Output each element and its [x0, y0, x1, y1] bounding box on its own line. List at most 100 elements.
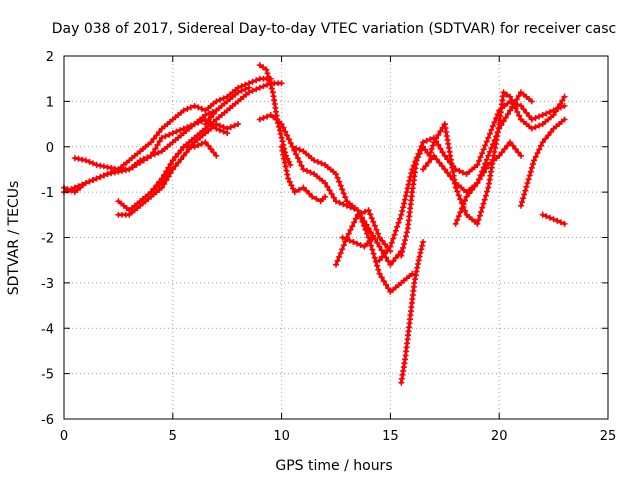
- data-point-marker: [496, 152, 503, 159]
- data-point-marker: [493, 115, 500, 122]
- data-point-marker: [559, 97, 566, 104]
- data-point-marker: [166, 164, 173, 171]
- data-point-marker: [347, 226, 354, 233]
- data-point-marker: [457, 196, 464, 203]
- data-point-marker: [477, 154, 484, 161]
- data-point-marker: [281, 155, 287, 162]
- data-point-marker: [528, 164, 535, 171]
- data-point-marker: [288, 182, 295, 189]
- data-point-marker: [115, 168, 122, 175]
- data-point-marker: [100, 172, 107, 179]
- data-point-marker: [318, 160, 325, 167]
- data-point-marker: [100, 163, 107, 170]
- data-point-marker: [417, 249, 424, 256]
- data-point-marker: [429, 142, 436, 149]
- data-point-marker: [330, 194, 337, 201]
- data-point-marker: [162, 172, 169, 179]
- data-point-marker: [534, 150, 541, 157]
- data-point-marker: [364, 240, 371, 247]
- data-point-marker: [528, 98, 535, 105]
- data-point-marker: [378, 274, 385, 281]
- data-point-marker: [177, 127, 184, 134]
- data-point-marker: [382, 241, 388, 248]
- data-point-marker: [373, 226, 380, 233]
- data-point-marker: [285, 136, 292, 143]
- data-point-marker: [337, 182, 344, 189]
- data-point-marker: [435, 141, 442, 148]
- data-point-marker: [458, 205, 465, 212]
- data-point-marker: [343, 236, 350, 242]
- data-point-marker: [404, 185, 411, 192]
- data-point-marker: [539, 211, 546, 218]
- data-point-marker: [557, 101, 564, 108]
- data-point-marker: [314, 158, 321, 165]
- data-point-marker: [515, 92, 522, 99]
- data-point-marker: [231, 122, 238, 129]
- data-point-marker: [340, 190, 347, 197]
- data-point-marker: [520, 195, 527, 202]
- data-point-marker: [90, 177, 96, 183]
- data-point-marker: [370, 218, 377, 225]
- data-point-marker: [282, 128, 289, 135]
- data-point-marker: [413, 157, 420, 164]
- data-point-marker: [291, 189, 298, 196]
- x-tick-label: 0: [60, 429, 68, 444]
- data-point-marker: [169, 157, 176, 164]
- data-point-marker: [401, 196, 408, 203]
- data-point-marker: [370, 234, 376, 241]
- data-point-marker: [378, 247, 385, 254]
- chart-title: Day 038 of 2017, Sidereal Day-to-day VTE…: [52, 21, 616, 37]
- data-point-marker: [108, 164, 115, 171]
- data-point-marker: [371, 254, 378, 261]
- data-point-marker: [561, 220, 568, 227]
- series-track-19: [452, 139, 524, 227]
- data-point-marker: [202, 121, 209, 128]
- data-point-marker: [532, 153, 539, 160]
- data-point-marker: [503, 91, 510, 98]
- data-point-marker: [390, 258, 397, 265]
- data-point-marker: [401, 241, 408, 247]
- data-point-marker: [340, 201, 347, 208]
- data-point-marker: [550, 112, 557, 118]
- data-point-marker: [547, 129, 554, 135]
- data-point-marker: [474, 220, 481, 227]
- data-point-marker: [418, 246, 425, 253]
- y-tick-label: -6: [41, 413, 54, 428]
- data-point-marker: [532, 115, 539, 121]
- data-point-marker: [454, 217, 461, 223]
- data-point-marker: [478, 208, 485, 215]
- data-point-marker: [483, 165, 490, 172]
- data-point-marker: [284, 132, 290, 139]
- data-point-marker: [82, 157, 89, 164]
- data-point-marker: [277, 131, 284, 137]
- data-point-marker: [256, 62, 263, 69]
- data-point-marker: [260, 115, 267, 121]
- data-point-marker: [180, 152, 187, 159]
- data-point-marker: [71, 184, 78, 191]
- data-point-marker: [156, 129, 163, 135]
- data-point-marker: [337, 250, 344, 257]
- data-point-marker: [510, 101, 517, 108]
- data-point-marker: [482, 142, 489, 149]
- data-point-marker: [528, 125, 535, 132]
- data-point-marker: [289, 143, 296, 150]
- data-point-marker: [213, 152, 220, 159]
- data-point-marker: [148, 152, 154, 159]
- data-point-marker: [276, 127, 283, 134]
- data-point-marker: [278, 80, 285, 87]
- data-point-marker: [361, 222, 367, 229]
- data-point-marker: [480, 146, 487, 153]
- data-point-marker: [508, 97, 515, 104]
- data-point-marker: [133, 161, 140, 168]
- data-point-marker: [437, 145, 444, 152]
- data-point-marker: [423, 137, 430, 144]
- data-point-marker: [425, 159, 432, 166]
- data-point-marker: [411, 279, 418, 286]
- data-point-marker: [504, 111, 511, 118]
- data-point-marker: [462, 197, 468, 204]
- series-track-20: [518, 116, 568, 209]
- data-point-marker: [151, 151, 158, 158]
- data-point-marker: [430, 139, 437, 146]
- data-point-marker: [278, 121, 285, 128]
- data-point-marker: [515, 149, 522, 156]
